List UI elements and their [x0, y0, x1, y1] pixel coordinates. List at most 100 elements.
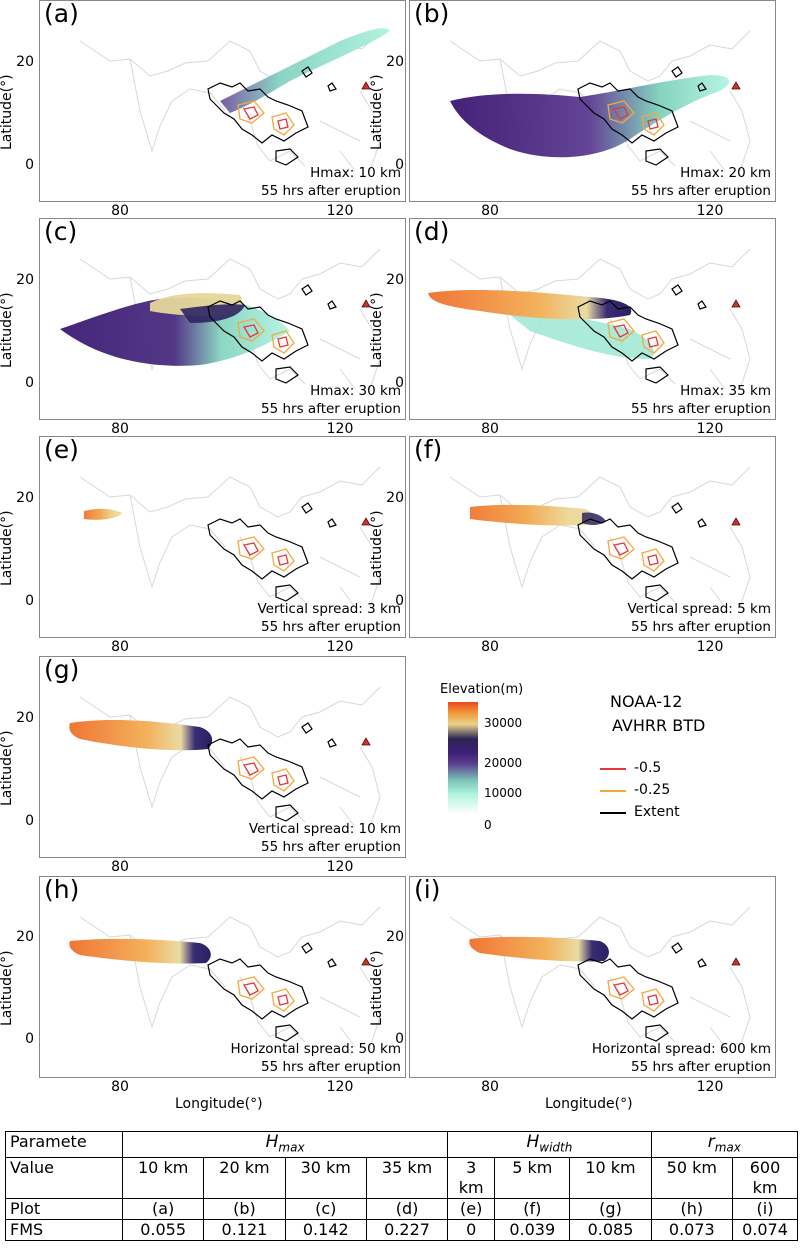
table-cell: 0 [447, 1219, 496, 1242]
y-tick-label: 0 [395, 157, 404, 173]
panel-e: (e) Vertical spread: 3 km 55 hrs after e… [39, 436, 406, 638]
x-tick-label: 120 [326, 203, 354, 219]
colorbar-tick: 20000 [484, 756, 523, 770]
x-tick-label: 120 [696, 639, 724, 655]
y-axis-label: Latitude(°) [369, 292, 385, 368]
panel-f: (f) Vertical spread: 5 km 55 hrs after e… [409, 436, 776, 638]
table-row-label: FMS [5, 1219, 123, 1242]
panel-annotation: 55 hrs after eruption [261, 401, 401, 417]
x-tick-label: 120 [696, 1079, 724, 1095]
map-d [428, 248, 751, 390]
x-axis-label: Longitude(°) [175, 1096, 263, 1112]
y-tick-label: 0 [25, 375, 34, 391]
y-axis-label: Latitude(°) [369, 510, 385, 586]
panel-annotation: 55 hrs after eruption [631, 183, 771, 199]
x-tick-label: 80 [111, 859, 129, 875]
panel-annotation: 55 hrs after eruption [261, 1059, 401, 1075]
map-h [69, 906, 381, 1048]
panel-annotation: Horizontal spread: 600 km [591, 1041, 771, 1057]
plume-f [470, 504, 594, 526]
y-tick-label: 20 [386, 272, 404, 288]
x-tick-label: 120 [326, 421, 354, 437]
panel-annotation: 55 hrs after eruption [261, 183, 401, 199]
table-group-hwidth: Hwidth [447, 1130, 652, 1159]
plume-a [220, 28, 390, 114]
legend-item: -0.5 [634, 760, 662, 776]
y-tick-label: 20 [16, 490, 34, 506]
panel-annotation: Hmax: 35 km [680, 383, 771, 399]
y-tick-label: 20 [386, 54, 404, 70]
panel-annotation: Vertical spread: 10 km [248, 821, 401, 837]
legend-swatch-orange [600, 790, 626, 792]
table-cell: 35 km [365, 1157, 449, 1200]
table-row-value: Value 10 km 20 km 30 km 35 km 3 km 5 km … [5, 1157, 798, 1200]
table-cell: (f) [494, 1198, 571, 1221]
legend-title: AVHRR BTD [612, 716, 706, 735]
x-tick-label: 80 [481, 203, 499, 219]
panel-label: (f) [414, 436, 443, 464]
table-row-label: Value [5, 1157, 123, 1200]
panel-annotation: 55 hrs after eruption [631, 1059, 771, 1075]
y-tick-label: 0 [25, 1031, 34, 1047]
table-cell: 0.039 [494, 1219, 571, 1242]
panel-h: (h) Horizontal spread: 50 km 55 hrs afte… [39, 876, 406, 1078]
map-i [449, 906, 751, 1048]
y-axis-label: Latitude(°) [369, 74, 385, 150]
panel-label: (g) [44, 656, 80, 684]
table-cell: (i) [732, 1198, 798, 1221]
panel-i: (i) Horizontal spread: 600 km 55 hrs aft… [409, 876, 776, 1078]
x-tick-label: 80 [481, 639, 499, 655]
x-tick-label: 120 [696, 203, 724, 219]
table-cell: (e) [447, 1198, 496, 1221]
legend-swatch-red [600, 768, 626, 770]
y-axis-label: Latitude(°) [0, 730, 15, 806]
table-cell: (g) [569, 1198, 652, 1221]
plume-d [428, 290, 632, 320]
map-b [449, 30, 751, 172]
x-tick-label: 80 [111, 203, 129, 219]
panel-label: (e) [44, 436, 79, 464]
table-cell: 30 km [284, 1157, 367, 1200]
panel-label: (h) [44, 876, 80, 904]
map-g [69, 686, 381, 828]
table-row-fms: FMS 0.055 0.121 0.142 0.227 0 0.039 0.08… [5, 1219, 798, 1242]
table-cell: (h) [650, 1198, 734, 1221]
map-c [60, 248, 381, 390]
panel-annotation: Vertical spread: 5 km [627, 601, 771, 617]
table-header-row: Paramete Hmax Hwidth rmax [5, 1130, 799, 1159]
y-tick-label: 20 [16, 54, 34, 70]
map-e [79, 466, 381, 608]
panel-g: (g) Vertical spread: 10 km 55 hrs after … [39, 656, 406, 858]
colorbar [448, 702, 478, 814]
panel-annotation: Hmax: 20 km [680, 165, 771, 181]
table-row-plot: Plot (a) (b) (c) (d) (e) (f) (g) (h) (i) [5, 1198, 798, 1221]
x-tick-label: 120 [696, 421, 724, 437]
colorbar-tick: 30000 [484, 716, 523, 730]
y-tick-label: 0 [395, 375, 404, 391]
x-tick-label: 120 [326, 639, 354, 655]
table-cell: (b) [203, 1198, 286, 1221]
table-cell: 0.085 [569, 1219, 652, 1242]
x-tick-label: 80 [111, 1079, 129, 1095]
plume-i [469, 936, 609, 962]
table-cell: 600 km [732, 1157, 798, 1200]
table-group-hmax: Hmax [121, 1130, 449, 1159]
legend-title: NOAA-12 [610, 692, 683, 711]
panel-annotation: 55 hrs after eruption [631, 619, 771, 635]
map-a [79, 28, 390, 172]
y-tick-label: 0 [25, 593, 34, 609]
x-tick-label: 80 [111, 421, 129, 437]
panel-c: (c) Hmax: 30 km 55 hrs after eruption [39, 218, 406, 420]
table-cell: 10 km [569, 1157, 652, 1200]
panel-label: (b) [414, 0, 450, 28]
table-cell: 10 km [121, 1157, 205, 1200]
table-cell: (d) [365, 1198, 449, 1221]
parameter-table: Paramete Hmax Hwidth rmax Value 10 km 20… [5, 1130, 799, 1242]
x-tick-label: 80 [481, 421, 499, 437]
panel-annotation: 55 hrs after eruption [261, 839, 401, 855]
panel-label: (c) [44, 218, 78, 246]
panel-annotation: 55 hrs after eruption [631, 401, 771, 417]
panel-label: (a) [44, 0, 79, 28]
panel-annotation: Horizontal spread: 50 km [230, 1041, 401, 1057]
x-tick-label: 120 [326, 859, 354, 875]
